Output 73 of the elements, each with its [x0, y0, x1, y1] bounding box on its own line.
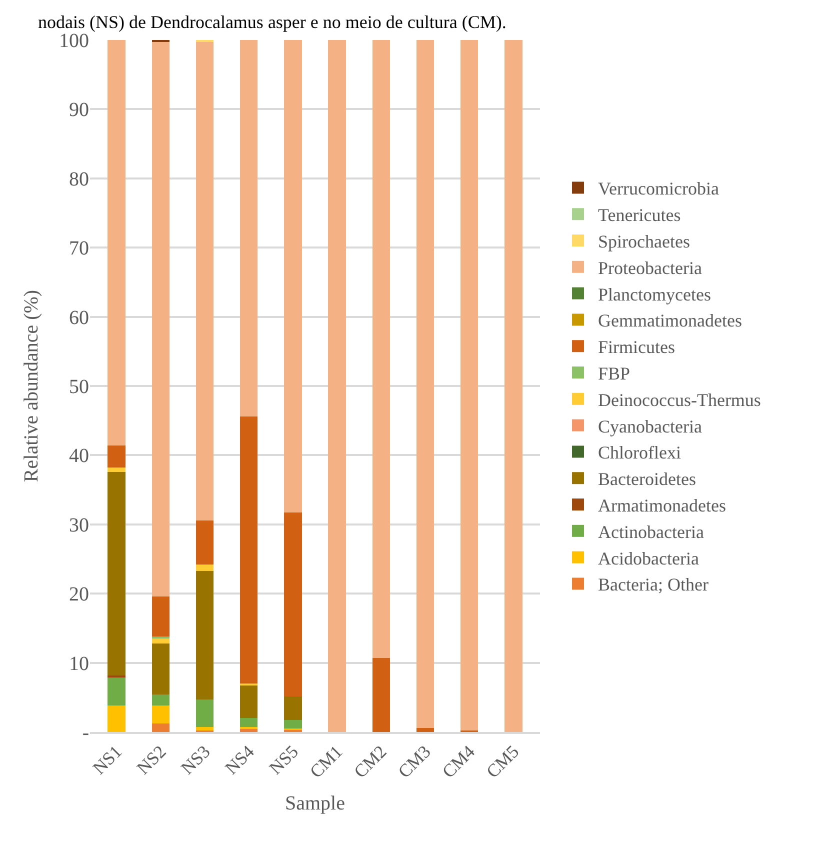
bar: [152, 638, 170, 644]
bar: [240, 40, 258, 416]
legend-label: Acidobacteria: [598, 548, 699, 568]
bar: [152, 596, 170, 636]
bar: [108, 706, 126, 732]
y-tick-label: 20: [69, 584, 89, 606]
bar: [196, 520, 214, 565]
legend-label: Planctomycetes: [598, 284, 711, 304]
x-tick-label: NS2: [133, 741, 170, 778]
legend-label: FBP: [598, 364, 630, 384]
bar: [108, 677, 126, 706]
legend-label: Deinococcus-Thermus: [598, 390, 761, 410]
bar: [284, 512, 302, 697]
y-tick-label: 80: [69, 168, 89, 190]
y-tick-label: 30: [69, 514, 89, 536]
bar: [152, 643, 170, 695]
text: nodais (NS) de Dendrocalamus asper e no meio de cultura (CM).: [38, 12, 506, 32]
legend-label: Firmicutes: [598, 337, 675, 358]
y-tick-label: 100: [59, 30, 89, 52]
y-tick-label: 60: [69, 306, 89, 329]
bar: [240, 718, 258, 728]
bar: [416, 40, 434, 728]
legend-label: Bacteria; Other: [598, 574, 708, 595]
x-axis-title: Sample: [285, 792, 346, 815]
legend-label: Tenericutes: [598, 205, 681, 226]
bar: [152, 694, 170, 706]
bar: [372, 658, 390, 732]
bar: [108, 40, 126, 446]
legend-label: Actinobacteria: [598, 522, 704, 542]
bar: [196, 41, 214, 520]
bar: [196, 570, 214, 700]
legend-label: Proteobacteria: [598, 258, 702, 278]
bar: [284, 696, 302, 720]
bar: [240, 729, 258, 732]
legend-label: Verrucomicrobia: [598, 178, 719, 199]
y-tick-label: -: [82, 722, 89, 744]
legend-label: Armatimonadetes: [598, 496, 726, 516]
y-tick-label: 70: [69, 238, 89, 260]
bar: [372, 40, 390, 658]
legend-label: Gemmatimonadetes: [598, 310, 742, 331]
y-tick-label: 50: [69, 376, 89, 398]
legend-label: Chloroflexi: [598, 442, 681, 463]
bar: [108, 472, 126, 676]
bar: [152, 41, 170, 596]
bar: [240, 686, 258, 718]
y-tick-label: 90: [69, 99, 89, 122]
legend-label: Cyanobacteria: [598, 416, 702, 436]
bar: [196, 564, 214, 571]
x-tick-label: NS5: [265, 741, 302, 778]
bar: [284, 40, 302, 513]
x-tick-label: NS1: [88, 741, 126, 778]
x-tick-label: CM3: [394, 741, 434, 782]
x-tick-label: CM2: [350, 741, 390, 782]
bar: [416, 728, 434, 732]
bar: [152, 706, 170, 724]
y-tick-label: 10: [69, 652, 89, 675]
bar: [328, 40, 346, 732]
bar: [460, 40, 478, 731]
bar: [284, 720, 302, 729]
legend-label: Spirochaetes: [598, 232, 690, 252]
x-tick-label: NS4: [221, 741, 258, 778]
bar: [504, 40, 522, 732]
bar: [152, 724, 170, 732]
bar: [240, 416, 258, 684]
x-tick-label: NS3: [177, 741, 214, 778]
y-tick-label: 40: [69, 445, 89, 468]
bar: [196, 727, 214, 731]
bar: [108, 446, 126, 468]
x-tick-label: CM1: [306, 741, 346, 782]
legend-label: Bacteroidetes: [598, 469, 696, 490]
bar: [196, 699, 214, 728]
bar: [108, 468, 126, 472]
y-axis-title: Relative abundance (%): [20, 290, 42, 482]
